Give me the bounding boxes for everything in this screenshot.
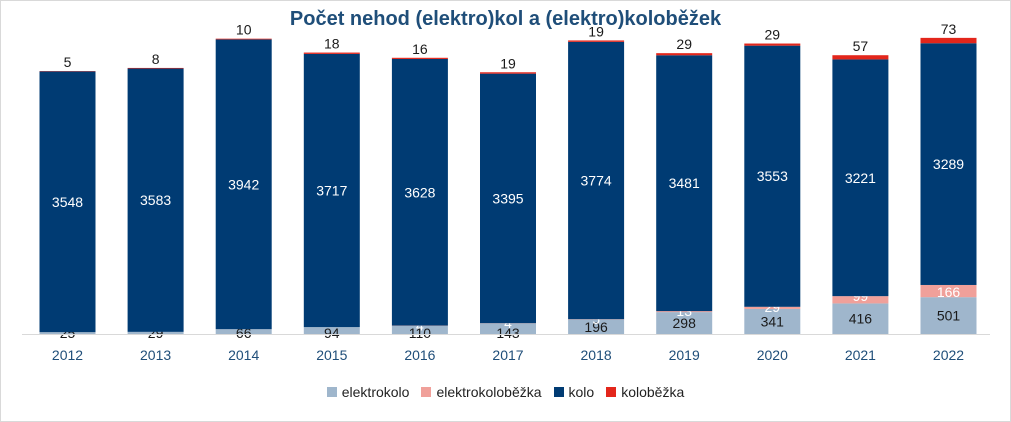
bar-elektrokolo-2015 [303, 327, 360, 334]
data-label-kolobezka-2018: 19 [588, 23, 604, 39]
legend-item-kolobezka: koloběžka [606, 384, 684, 400]
data-label-kolobezka-2013: 8 [152, 51, 160, 67]
data-label-kolo-2015: 3717 [316, 182, 347, 198]
x-tick-label-2012: 2012 [52, 347, 83, 363]
chart-title: Počet nehod (elektro)kol a (elektro)kolo… [289, 8, 722, 30]
bar-kolo-2022 [920, 43, 977, 285]
legend-label-elektrokolo: elektrokolo [341, 384, 410, 400]
bar-kolobezka-2018 [568, 40, 625, 42]
data-label-kolobezka-2019: 29 [676, 36, 692, 52]
data-label-kolo-2014: 3942 [228, 176, 259, 192]
bar-kolo-2020 [744, 45, 801, 307]
bar-elektrokolo-2016 [391, 325, 448, 334]
data-label-elektrokolo-2016: 110 [409, 325, 432, 341]
data-label-kolobezka-2020: 29 [765, 27, 781, 43]
chart-plot: 2535485293583866394210943717181104362816… [22, 21, 990, 363]
legend-swatch-elektrokolobezka [421, 387, 432, 397]
legend-item-kolo: kolo [553, 384, 595, 400]
data-label-kolobezka-2022: 73 [941, 21, 957, 37]
data-label-kolobezka-2012: 5 [64, 54, 72, 70]
bar-elektrokolobezka-2019 [656, 311, 713, 313]
legend-label-kolobezka: koloběžka [621, 384, 685, 400]
bar-elektrokolo-2022 [920, 297, 977, 334]
data-label-elektrokolobezka-2022: 166 [937, 284, 961, 300]
legend-item-elektrokolobezka: elektrokoloběžka [421, 384, 542, 400]
data-label-kolo-2016: 3628 [404, 184, 435, 200]
x-tick-label-2015: 2015 [316, 347, 347, 363]
x-tick-label-2022: 2022 [933, 347, 964, 363]
bar-elektrokolo-2020 [744, 308, 801, 334]
bar-kolobezka-2014 [215, 38, 272, 40]
data-label-elektrokolo-2022: 501 [937, 308, 961, 324]
x-tick-label-2020: 2020 [757, 347, 788, 363]
bar-kolo-2014 [215, 39, 272, 330]
bar-elektrokolo-2012 [39, 332, 96, 334]
bars-group: 2535485293583866394210943717181104362816… [39, 21, 977, 341]
legend-swatch-kolobezka [606, 387, 617, 397]
bar-elektrokolo-2013 [127, 331, 184, 334]
x-tick-label-2021: 2021 [845, 347, 876, 363]
bar-kolobezka-2015 [303, 52, 360, 54]
x-axis: 2012 2013 2014 2015 2016 2017 2018 2019 2020 2021… [22, 334, 990, 363]
data-label-elektrokolo-2015: 94 [324, 325, 340, 341]
data-label-elektrokolo-2017: 143 [496, 325, 520, 341]
data-label-elektrokolo-2018: 196 [584, 319, 608, 335]
legend-label-kolo: kolo [568, 384, 595, 400]
bar-kolo-2015 [303, 53, 360, 328]
data-label-kolo-2013: 3583 [140, 192, 171, 208]
data-label-kolo-2022: 3289 [933, 156, 964, 172]
bar-kolo-2017 [480, 73, 536, 324]
legend-item-elektrokolo: elektrokolo [326, 384, 410, 400]
bar-kolobezka-2021 [832, 55, 889, 60]
bar-elektrokolo-2019 [656, 312, 713, 334]
bar-kolo-2012 [39, 71, 96, 333]
data-label-kolo-2019: 3481 [669, 175, 700, 191]
x-tick-label-2014: 2014 [228, 347, 259, 363]
x-tick-label-2016: 2016 [404, 347, 435, 363]
bar-kolobezka-2017 [480, 72, 536, 74]
bar-elektrokolobezka-2022 [920, 284, 977, 298]
data-label-kolobezka-2015: 18 [324, 36, 340, 52]
bar-kolobezka-2022 [920, 37, 977, 44]
data-label-kolobezka-2016: 16 [412, 41, 428, 57]
data-label-kolo-2018: 3774 [581, 173, 612, 189]
data-label-elektrokolo-2021: 416 [849, 311, 873, 327]
x-tick-label-2017: 2017 [492, 347, 523, 363]
data-label-kolo-2021: 3221 [845, 170, 876, 186]
data-label-elektrokolo-2019: 298 [673, 315, 697, 331]
bar-elektrokolo-2018 [568, 319, 625, 334]
x-tick-label-2013: 2013 [140, 347, 171, 363]
bar-elektrokolo-2021 [832, 303, 889, 334]
bar-kolo-2013 [127, 68, 184, 332]
bar-elektrokolobezka-2020 [744, 306, 801, 309]
legend-swatch-elektrokolo [326, 387, 337, 397]
bar-kolobezka-2019 [656, 53, 713, 56]
data-label-kolo-2017: 3395 [492, 190, 523, 206]
x-tick-label-2019: 2019 [669, 347, 700, 363]
bar-elektrokolobezka-2021 [832, 296, 889, 304]
bar-kolobezka-2013 [127, 67, 184, 69]
bar-kolobezka-2020 [744, 43, 801, 46]
x-tick-label-2018: 2018 [581, 347, 612, 363]
bar-kolo-2018 [568, 41, 625, 320]
legend: elektrokolo elektrokoloběžka kolo koloběžka [0, 384, 1011, 400]
bar-kolobezka-2016 [391, 57, 448, 59]
bar-kolo-2019 [656, 55, 713, 312]
bar-elektrokolo-2017 [480, 323, 536, 334]
legend-label-elektrokolobezka: elektrokoloběžka [436, 384, 542, 400]
data-label-elektrokolo-2020: 341 [761, 313, 785, 329]
bar-kolo-2021 [832, 59, 889, 297]
data-label-kolobezka-2021: 57 [853, 38, 869, 54]
data-label-kolobezka-2014: 10 [236, 22, 252, 38]
bar-kolo-2016 [391, 58, 448, 326]
bar-elektrokolo-2014 [215, 329, 272, 334]
data-label-kolo-2012: 3548 [52, 194, 83, 210]
data-label-kolobezka-2017: 19 [500, 55, 516, 71]
data-label-kolo-2020: 3553 [757, 168, 788, 184]
legend-swatch-kolo [553, 387, 564, 397]
